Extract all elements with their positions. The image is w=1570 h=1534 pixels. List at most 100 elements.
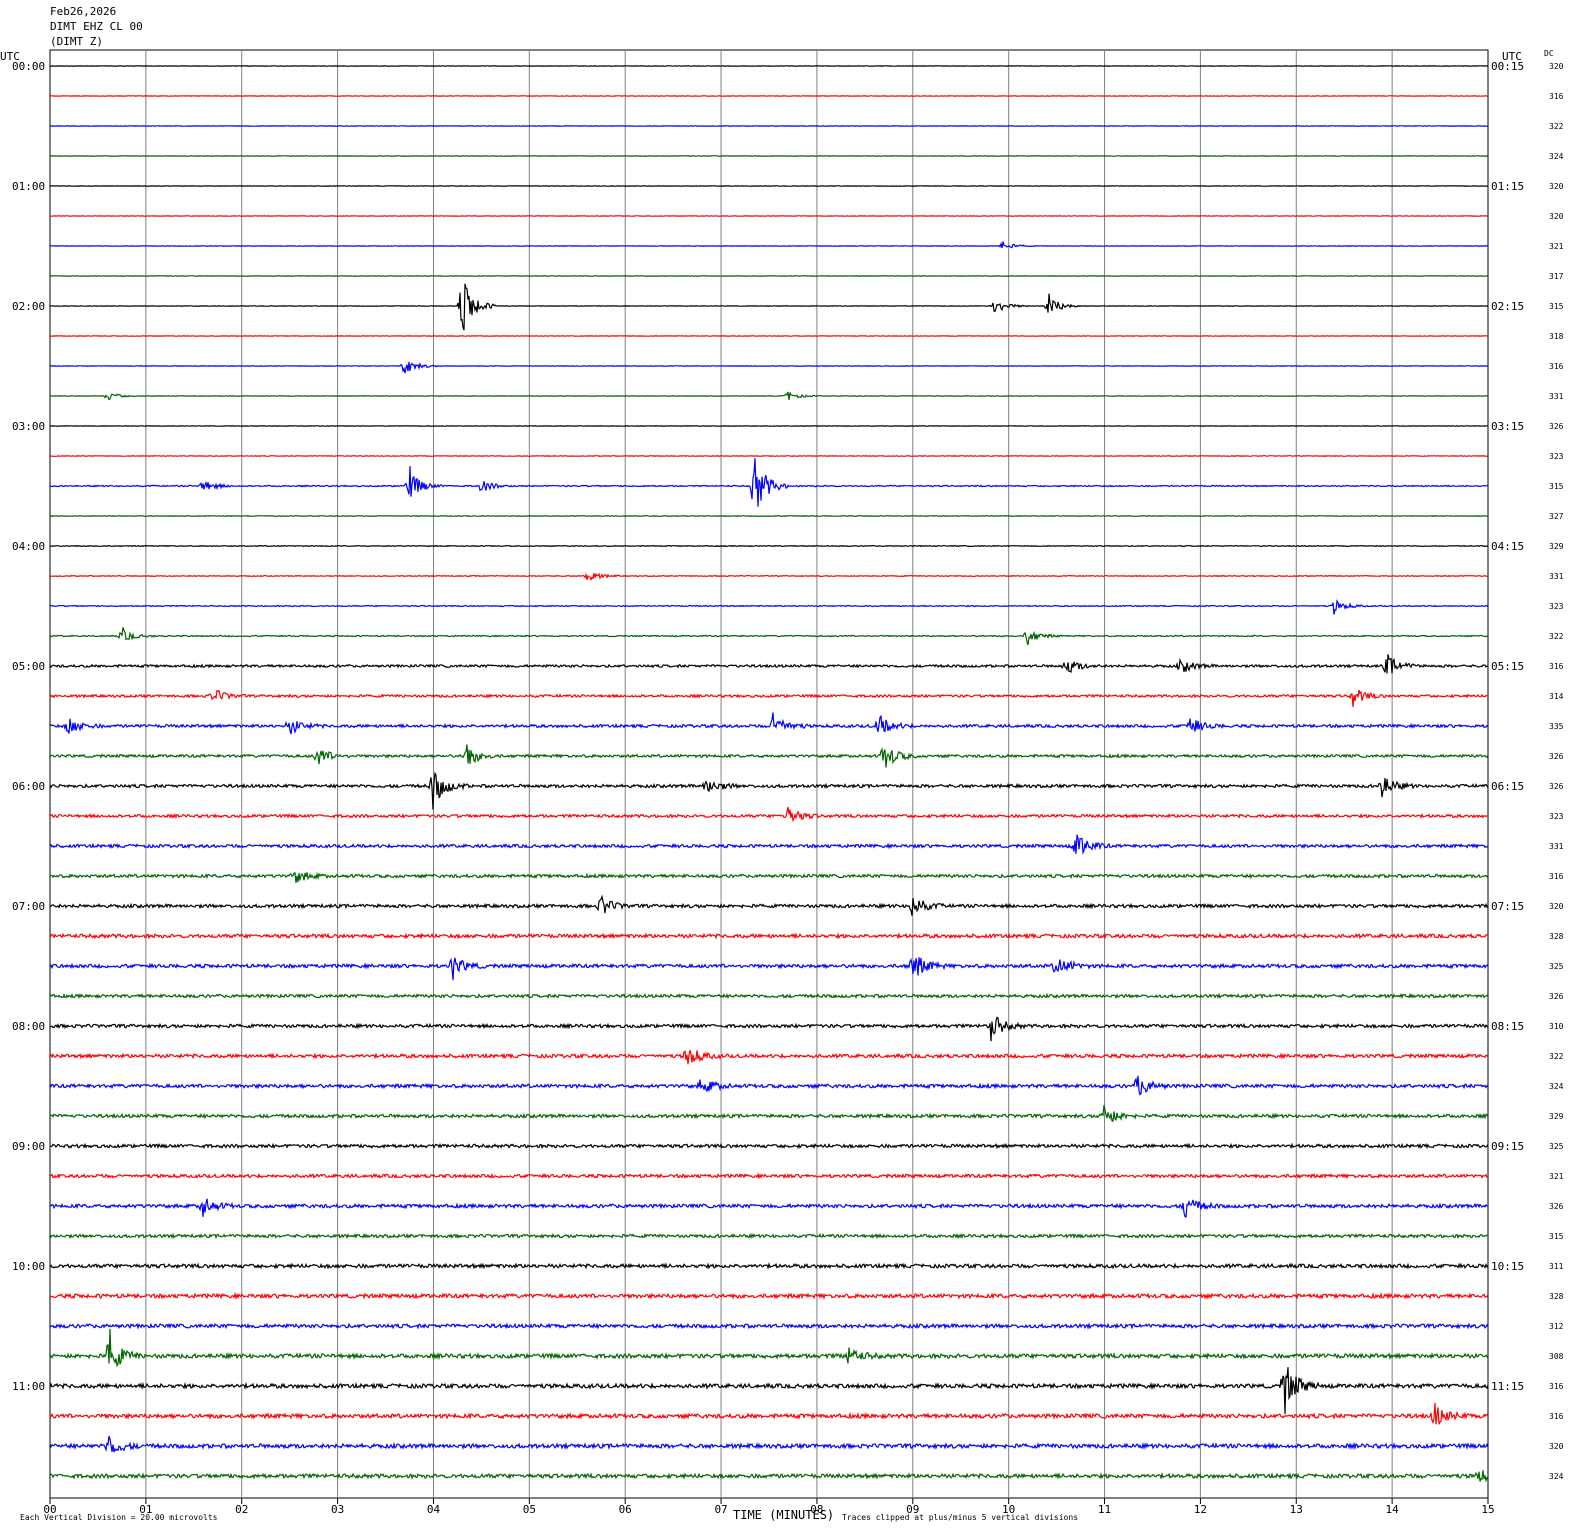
- left-hour-label: 07:00: [12, 900, 45, 913]
- x-tick-label: 08: [810, 1503, 823, 1516]
- trace-row: [49, 544, 1489, 548]
- dc-value: 311: [1549, 1262, 1564, 1271]
- dc-value: 317: [1549, 272, 1564, 281]
- trace-row: [50, 1291, 1489, 1301]
- dc-value: 320: [1549, 902, 1564, 911]
- dc-value: 323: [1549, 452, 1564, 461]
- trace-row: [49, 1435, 1489, 1453]
- trace-row: [49, 932, 1489, 940]
- right-hour-label: 09:15: [1491, 1140, 1524, 1153]
- x-tick-label: 14: [1386, 1503, 1400, 1516]
- trace-row: [49, 712, 1489, 735]
- right-hour-label: 00:15: [1491, 60, 1524, 73]
- trace-row: [49, 654, 1489, 674]
- trace-row: [49, 1470, 1489, 1483]
- left-hour-label: 08:00: [12, 1020, 45, 1033]
- left-hour-label: 06:00: [12, 780, 45, 793]
- station-name: DIMT EHZ CL 00: [50, 20, 143, 33]
- dc-value: 316: [1549, 1412, 1564, 1421]
- trace-row: [49, 515, 1488, 517]
- trace-row: [49, 744, 1489, 768]
- dc-value: 328: [1549, 1292, 1564, 1301]
- dc-value: 329: [1549, 542, 1564, 551]
- trace-row: [49, 894, 1489, 916]
- trace-row: [49, 572, 1489, 582]
- trace-row: [49, 1142, 1489, 1150]
- dc-value: 312: [1549, 1322, 1564, 1331]
- right-hour-label: 05:15: [1491, 660, 1524, 673]
- trace-row: [49, 1016, 1489, 1042]
- dc-value: 320: [1549, 1442, 1564, 1451]
- dc-value: 314: [1549, 692, 1564, 701]
- x-tick-label: 13: [1290, 1503, 1303, 1516]
- trace-row: [49, 241, 1489, 249]
- dc-label: DC: [1544, 49, 1554, 58]
- dc-value: 324: [1549, 152, 1564, 161]
- dc-value: 328: [1549, 932, 1564, 941]
- trace-row: [49, 391, 1489, 401]
- left-hour-label: 01:00: [12, 180, 45, 193]
- dc-value: 331: [1549, 842, 1564, 851]
- x-tick-label: 04: [427, 1503, 441, 1516]
- right-hour-label: 01:15: [1491, 180, 1524, 193]
- dc-value: 324: [1549, 1472, 1564, 1481]
- trace-row: [49, 871, 1489, 883]
- dc-value: 335: [1549, 722, 1564, 731]
- right-hour-label: 11:15: [1491, 1380, 1524, 1393]
- left-hour-label: 09:00: [12, 1140, 45, 1153]
- right-hour-label: 03:15: [1491, 420, 1524, 433]
- dc-value: 308: [1549, 1352, 1564, 1361]
- trace-row: [49, 455, 1489, 457]
- dc-value: 316: [1549, 362, 1564, 371]
- left-hour-label: 03:00: [12, 420, 45, 433]
- left-hour-label: 04:00: [12, 540, 45, 553]
- component-name: (DIMT Z): [50, 35, 103, 48]
- dc-value: 326: [1549, 422, 1564, 431]
- x-tick-label: 00: [43, 1503, 56, 1516]
- right-hour-label: 04:15: [1491, 540, 1524, 553]
- left-utc-label: UTC: [0, 50, 20, 63]
- trace-row: [49, 1198, 1489, 1218]
- trace-row: [49, 599, 1489, 615]
- x-tick-label: 05: [523, 1503, 536, 1516]
- trace-row: [49, 283, 1489, 331]
- dc-value: 315: [1549, 1232, 1564, 1241]
- left-hour-label: 10:00: [12, 1260, 45, 1273]
- dc-value: 326: [1549, 782, 1564, 791]
- dc-value: 323: [1549, 602, 1564, 611]
- dc-value: 318: [1549, 332, 1564, 341]
- right-hour-label: 10:15: [1491, 1260, 1524, 1273]
- dc-value: 326: [1549, 1202, 1564, 1211]
- x-tick-label: 09: [906, 1503, 919, 1516]
- x-tick-label: 12: [1194, 1503, 1207, 1516]
- right-hour-label: 08:15: [1491, 1020, 1524, 1033]
- x-tick-label: 10: [1002, 1503, 1015, 1516]
- dc-value: 320: [1549, 212, 1564, 221]
- x-tick-label: 03: [331, 1503, 344, 1516]
- right-hour-label: 07:15: [1491, 900, 1524, 913]
- dc-value: 326: [1549, 992, 1564, 1001]
- x-axis-title: TIME (MINUTES): [733, 1508, 835, 1522]
- trace-row: [49, 689, 1489, 708]
- dc-value: 321: [1549, 242, 1564, 251]
- x-tick-label: 02: [235, 1503, 248, 1516]
- dc-value: 325: [1549, 962, 1564, 971]
- left-hour-label: 00:00: [12, 60, 45, 73]
- trace-row: [49, 361, 1488, 374]
- dc-value: 326: [1549, 752, 1564, 761]
- trace-row: [49, 457, 1489, 507]
- dc-value: 322: [1549, 122, 1564, 131]
- dc-value: 322: [1549, 1052, 1564, 1061]
- dc-value: 316: [1549, 1382, 1564, 1391]
- trace-row: [49, 992, 1489, 1000]
- x-tick-label: 07: [714, 1503, 727, 1516]
- dc-value: 327: [1549, 512, 1564, 521]
- dc-value: 321: [1549, 1172, 1564, 1181]
- trace-row: [49, 1322, 1489, 1330]
- trace-row: [49, 1050, 1489, 1065]
- dc-value: 315: [1549, 482, 1564, 491]
- dc-value: 325: [1549, 1142, 1564, 1151]
- clip-note: Traces clipped at plus/minus 5 vertical …: [842, 1513, 1079, 1522]
- right-utc-label: UTC: [1502, 50, 1522, 63]
